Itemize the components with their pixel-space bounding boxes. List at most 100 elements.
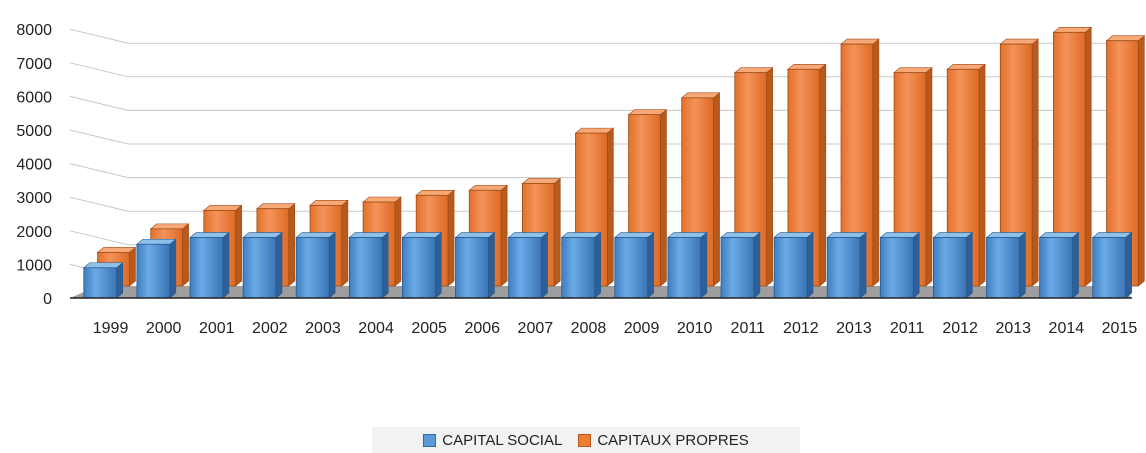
bar-top [468, 184, 509, 191]
bar-front [720, 237, 755, 299]
bar-capital-social-2012-16 [932, 231, 974, 299]
bar-capital-social-2009-10 [613, 231, 655, 299]
x-tick-label: 2007 [518, 320, 554, 337]
bar-capital-social-2004-5 [348, 231, 390, 299]
bar-capital-social-2007-8 [507, 231, 549, 299]
bar-side [1019, 231, 1026, 299]
bar-side [222, 231, 230, 299]
bar-top [680, 92, 721, 99]
bar-side [806, 231, 814, 299]
bar-front [667, 237, 702, 299]
y-tick-label: 3000 [16, 190, 52, 207]
bar-top [149, 223, 190, 230]
bar-capital-social-2001-2 [189, 231, 230, 299]
bar-top [613, 232, 655, 238]
bar-top [985, 232, 1027, 238]
x-tick-label: 2015 [1102, 320, 1138, 337]
bar-side [235, 204, 242, 287]
bar-top [507, 232, 549, 238]
bar-front [189, 237, 224, 299]
y-tick-label: 6000 [16, 89, 52, 106]
bar-side [129, 246, 136, 287]
bar-capital-social-2000-1 [136, 238, 177, 299]
bar-top [773, 232, 814, 238]
bar-capital-social-2002-3 [242, 231, 283, 299]
bar-side [978, 63, 986, 287]
bar-side [912, 231, 920, 299]
x-tick-label: 2012 [942, 320, 978, 337]
x-tick-label: 2005 [411, 320, 447, 337]
bar-front [1092, 237, 1127, 299]
y-tick-label: 2000 [16, 224, 52, 241]
bar-capital-social-2005-6 [401, 231, 443, 299]
x-tick-label: 2014 [1049, 320, 1085, 337]
bar-top [189, 232, 230, 238]
bar-top [96, 247, 137, 253]
bar-top [787, 63, 827, 70]
bar-capital-social-2011-12 [720, 231, 761, 299]
bar-capital-social-2003-4 [295, 231, 336, 299]
bar-top [932, 232, 974, 238]
x-tick-label: 2012 [783, 320, 819, 337]
bar-side [925, 66, 933, 287]
bar-side [753, 231, 761, 299]
bar-top [295, 232, 336, 238]
x-tick-label: 2013 [836, 320, 872, 337]
legend-label-capital-social: CAPITAL SOCIAL [442, 431, 563, 449]
x-axis-tick-labels: 1999 2000 2001 2002 2003 2004 2005 2006 2007 2008… [93, 320, 1138, 337]
bar-side [700, 231, 708, 299]
bar-side [607, 127, 614, 287]
bar-side [394, 196, 402, 287]
bar-side [660, 108, 667, 287]
bar-front [879, 237, 914, 299]
bar-top [401, 232, 443, 238]
x-tick-label: 2002 [252, 320, 288, 337]
bar-top [242, 232, 283, 238]
bar-top [82, 262, 124, 269]
chart-floor [70, 286, 1132, 298]
bar-top [999, 38, 1040, 45]
bar-capital-social-2006-7 [454, 231, 496, 299]
x-tick-label: 2003 [305, 320, 341, 337]
bar-top [733, 67, 774, 73]
bar-side [819, 63, 827, 287]
bar-side [713, 92, 720, 287]
bar-side [541, 231, 548, 299]
bar-top [574, 127, 615, 134]
legend: CAPITAL SOCIAL CAPITAUX PROPRES [372, 427, 800, 453]
bar-front [83, 267, 118, 299]
bar-side [328, 231, 336, 299]
bar-top [415, 189, 455, 196]
bar-top [1091, 232, 1133, 238]
bar-top [348, 232, 390, 238]
bar-side [435, 231, 442, 299]
bar-capital-social-2014-18 [1038, 231, 1080, 299]
bar-front [986, 237, 1020, 299]
legend-swatch-capitaux-propres [578, 433, 592, 447]
bar-side [872, 38, 880, 287]
bar-front [508, 237, 542, 299]
bar-side [275, 231, 283, 299]
bar-top [1052, 27, 1093, 33]
bar-top [362, 196, 402, 203]
bar-side [169, 238, 177, 299]
bar-capital-social-2013-17 [985, 231, 1027, 299]
x-tick-label: 2000 [146, 320, 182, 337]
bar-side [500, 184, 508, 287]
legend-label-capitaux-propres: CAPITAUX PROPRES [597, 431, 749, 449]
bar-side [766, 66, 773, 287]
bar-side [1125, 231, 1132, 299]
bar-front [561, 237, 596, 299]
bar-front [136, 243, 171, 299]
bar-front [402, 237, 436, 299]
legend-item-capital-social: CAPITAL SOCIAL [423, 432, 562, 449]
bar-side [447, 189, 455, 287]
bar-side [553, 177, 561, 287]
bar-capital-social-2010-11 [667, 231, 708, 299]
floor-band [70, 286, 1132, 298]
bar-capital-social-2011-15 [879, 231, 921, 299]
bar-top [879, 232, 921, 238]
x-tick-label: 2009 [624, 320, 660, 337]
legend-item-capitaux-propres: CAPITAUX PROPRES [578, 431, 749, 449]
